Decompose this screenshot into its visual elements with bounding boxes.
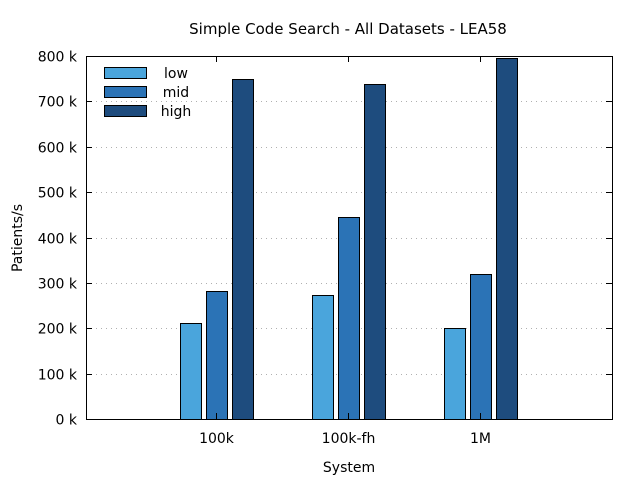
x-axis-ticks: 100k 100k-fh 1M xyxy=(199,56,491,447)
legend-swatch-high xyxy=(104,105,147,117)
y-tick-label: 400 k xyxy=(38,232,78,248)
legend-label-mid: mid xyxy=(163,85,189,101)
y-tick-label: 100 k xyxy=(38,368,78,384)
y-tick-label: 700 k xyxy=(38,95,78,111)
y-tick-label: 500 k xyxy=(38,186,78,202)
legend: low mid high xyxy=(104,66,192,120)
x-tick-label: 100k-fh xyxy=(322,431,376,447)
y-axis-ticks: 0 k 100 k 200 k 300 k 400 k 500 k 600 k 700 k 80… xyxy=(38,50,612,429)
legend-swatch-mid xyxy=(104,86,147,98)
bar-low-100k-fh xyxy=(312,295,334,420)
bar-high-1M xyxy=(496,58,518,420)
bar-high-100k-fh xyxy=(364,84,386,420)
legend-label-high: high xyxy=(161,104,192,120)
bar-high-100k xyxy=(232,79,254,420)
x-axis-label: System xyxy=(323,460,375,476)
x-tick-label: 100k xyxy=(199,431,235,447)
legend-label-low: low xyxy=(164,66,188,82)
y-tick-label: 300 k xyxy=(38,277,78,293)
y-tick-label: 800 k xyxy=(38,50,78,66)
x-tick-label: 1M xyxy=(470,431,491,447)
bar-mid-1M xyxy=(470,274,492,420)
y-axis-label: Patients/s xyxy=(10,204,26,272)
legend-swatch-low xyxy=(104,67,147,79)
bars xyxy=(180,58,518,420)
bar-mid-100k xyxy=(206,291,228,420)
bar-low-100k xyxy=(180,323,202,420)
y-tick-label: 0 k xyxy=(56,413,78,429)
y-tick-label: 600 k xyxy=(38,141,78,157)
bar-mid-100k-fh xyxy=(338,217,360,420)
bar-low-1M xyxy=(444,328,466,420)
chart-title: Simple Code Search - All Datasets - LEA5… xyxy=(189,20,507,38)
y-tick-label: 200 k xyxy=(38,322,78,338)
